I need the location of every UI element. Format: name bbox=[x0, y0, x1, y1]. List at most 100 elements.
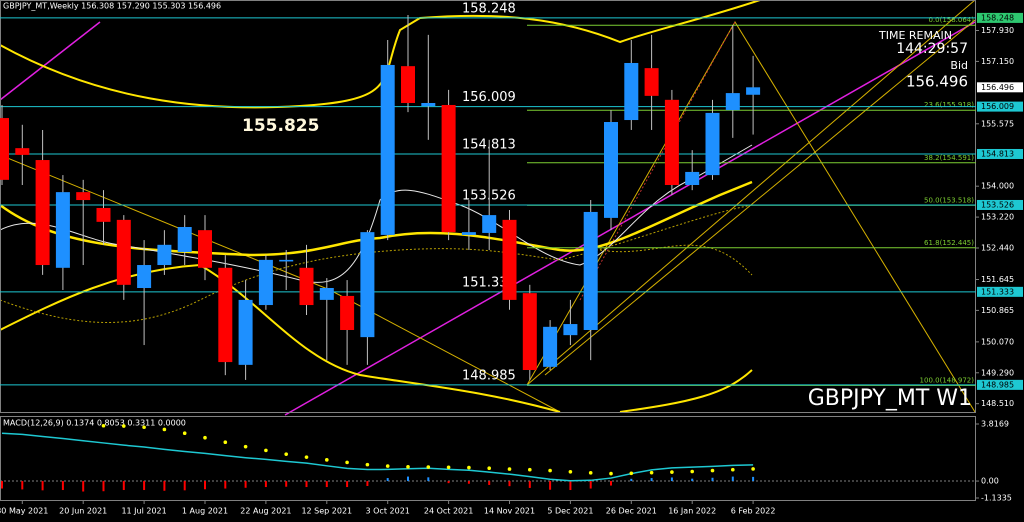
candle-body bbox=[177, 226, 192, 252]
candle-body bbox=[360, 232, 375, 338]
candle-body bbox=[76, 192, 91, 201]
moving-average bbox=[599, 244, 753, 276]
candle-body bbox=[725, 93, 740, 111]
x-tick-label: 20 Jun 2021 bbox=[59, 507, 107, 516]
candle-body bbox=[421, 103, 436, 107]
macd-signal-dot bbox=[690, 469, 694, 474]
candle-body bbox=[55, 192, 70, 268]
macd-signal-dot bbox=[548, 468, 552, 473]
fib-label: 50.0(153.518) bbox=[924, 196, 974, 204]
candle-body bbox=[35, 160, 50, 266]
candle-body bbox=[705, 112, 720, 176]
bollinger-lower bbox=[619, 369, 753, 413]
level-axis-box bbox=[977, 12, 1023, 23]
trend-line bbox=[579, 21, 736, 301]
macd-signal-dot bbox=[365, 462, 370, 467]
fib-label: 23.6(155.918) bbox=[924, 101, 974, 109]
candle-body bbox=[461, 232, 476, 235]
level-axis-box bbox=[977, 101, 1023, 112]
candle-body bbox=[15, 148, 30, 155]
candle-body bbox=[96, 207, 111, 222]
candle-body bbox=[604, 122, 618, 218]
candle-body bbox=[0, 118, 9, 180]
x-tick-label: 5 Dec 2021 bbox=[547, 507, 593, 516]
y-tick-label: 153.220 bbox=[981, 213, 1014, 222]
bollinger-upper bbox=[0, 0, 761, 109]
x-tick-label: 12 Sep 2021 bbox=[301, 507, 352, 516]
level-axis-label: 151.333 bbox=[981, 287, 1014, 296]
macd-signal-dot bbox=[385, 464, 390, 468]
macd-title: MACD(12,26,9) 0.1374 0.8053 0.3311 0.000… bbox=[3, 419, 186, 428]
level-label: 148.985 bbox=[462, 368, 516, 383]
watermark: GBPJPY_MT W1 bbox=[808, 386, 972, 411]
candle-body bbox=[482, 215, 497, 233]
macd-y-tick-label: 0.00 bbox=[981, 477, 999, 486]
candle-body bbox=[522, 293, 537, 371]
level-axis-box bbox=[977, 199, 1023, 210]
price-tag: 155.825 bbox=[242, 116, 319, 136]
trend-line bbox=[284, 21, 976, 416]
trend-line bbox=[526, 0, 976, 386]
level-axis-label: 148.985 bbox=[981, 380, 1014, 389]
candle-body bbox=[563, 324, 578, 336]
fib-label: 61.8(152.445) bbox=[924, 239, 974, 247]
macd-signal-dot bbox=[487, 466, 492, 471]
macd-y-tick-label: -1.1335 bbox=[981, 494, 1012, 503]
trend-line bbox=[544, 19, 976, 376]
y-tick-label: 154.000 bbox=[981, 182, 1014, 191]
macd-signal-dot bbox=[325, 458, 329, 462]
bid-axis-label: 156.496 bbox=[981, 83, 1014, 92]
y-tick-label: 155.575 bbox=[981, 119, 1014, 128]
candle-body bbox=[664, 99, 679, 186]
level-axis-label: 156.009 bbox=[981, 102, 1014, 111]
level-label: 156.009 bbox=[462, 90, 516, 105]
bollinger-middle bbox=[0, 180, 753, 257]
level-axis-label: 158.248 bbox=[981, 13, 1014, 22]
x-tick-label: 16 Jan 2022 bbox=[668, 507, 716, 516]
x-tick-label: 26 Dec 2021 bbox=[606, 507, 657, 516]
candle-body bbox=[319, 288, 334, 300]
macd-signal-dot bbox=[345, 460, 349, 465]
macd-signal-dot bbox=[264, 448, 268, 453]
macd-y-tick-label: 3.8169 bbox=[981, 420, 1009, 429]
level-label: 151.333 bbox=[462, 275, 516, 290]
bollinger-lower bbox=[0, 263, 561, 413]
y-tick-label: 151.645 bbox=[981, 275, 1014, 284]
x-tick-label: 3 Oct 2021 bbox=[366, 507, 410, 516]
candle-body bbox=[401, 66, 415, 103]
level-axis-label: 153.526 bbox=[981, 200, 1014, 209]
candle-body bbox=[198, 230, 212, 268]
macd-signal-dot bbox=[223, 440, 228, 444]
candle-body bbox=[279, 259, 294, 262]
macd-signal-dot bbox=[426, 465, 431, 469]
candle-body bbox=[502, 219, 517, 300]
x-tick-label: 1 Aug 2021 bbox=[182, 507, 228, 516]
y-tick-label: 150.070 bbox=[981, 337, 1014, 346]
candle-body bbox=[441, 104, 456, 233]
chart-title: GBPJPY_MT,Weekly 156.308 157.290 155.303… bbox=[3, 2, 221, 11]
candle-body bbox=[258, 259, 273, 306]
macd-signal-dot bbox=[629, 471, 634, 476]
candle-body bbox=[238, 299, 253, 365]
macd-signal-dot bbox=[731, 467, 735, 472]
macd-signal-dot bbox=[670, 470, 674, 474]
candle-body bbox=[340, 295, 355, 330]
macd-signal-dot bbox=[710, 468, 715, 473]
level-axis-box bbox=[977, 379, 1023, 390]
macd-signal-dot bbox=[751, 467, 755, 471]
fib-label: 0.0(158.064) bbox=[928, 16, 974, 24]
macd-signal-dot bbox=[467, 465, 471, 470]
y-tick-label: 148.510 bbox=[981, 399, 1014, 408]
y-tick-label: 150.865 bbox=[981, 306, 1014, 315]
x-tick-label: 6 Feb 2022 bbox=[731, 507, 776, 516]
macd-signal-dot bbox=[284, 452, 289, 456]
level-axis-box bbox=[977, 148, 1023, 159]
time-remain: 144:29:57 bbox=[896, 41, 968, 57]
level-axis-box bbox=[977, 286, 1023, 297]
x-tick-label: 11 Jul 2021 bbox=[121, 507, 166, 516]
macd-signal-dot bbox=[588, 471, 593, 475]
fib-label: 100.0(148.972) bbox=[920, 376, 975, 384]
fib-label: 38.2(154.591) bbox=[924, 154, 974, 162]
